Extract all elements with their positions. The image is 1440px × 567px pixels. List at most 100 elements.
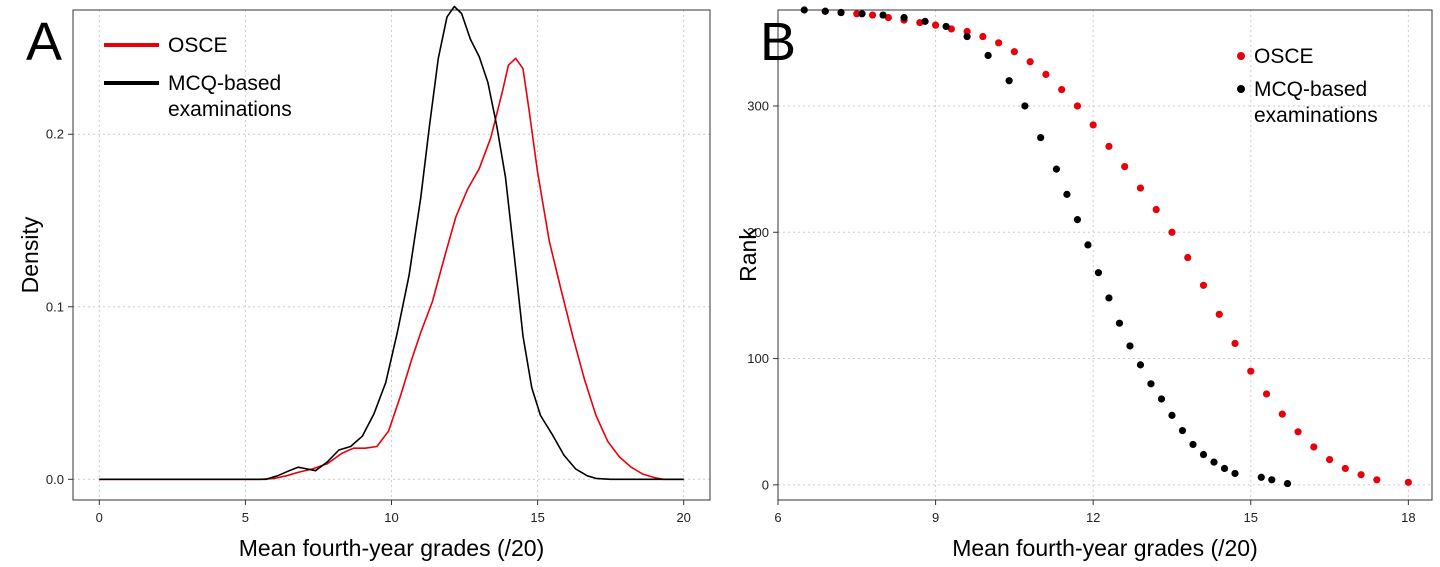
x-tick-label: 0 [96,510,103,525]
series-point-1 [1005,77,1013,85]
series-point-1 [837,8,845,17]
series-point-1 [1115,319,1124,327]
x-tick-label: 15 [1244,510,1258,525]
legend-label-line: examinations [168,98,292,121]
series-point-1 [1052,165,1061,173]
series-point-1 [1268,476,1276,484]
y-tick-label: 0.2 [46,127,64,142]
legend-label-line: MCQ-based [1254,78,1367,101]
series-point-0 [1404,478,1412,486]
y-tick-label: 200 [747,225,769,240]
series-point-0 [1026,58,1034,66]
series-point-1 [1021,102,1029,110]
series-point-0 [1262,390,1271,398]
series-point-0 [1294,428,1302,436]
legend-label-line: OSCE [1254,45,1314,68]
series-point-0 [1058,85,1066,94]
x-tick-label: 6 [774,510,781,525]
x-tick-label: 9 [932,510,939,525]
series-point-1 [1168,411,1176,419]
series-point-1 [1210,458,1218,466]
series-point-1 [1189,440,1197,449]
x-tick-label: 5 [242,510,249,525]
series-line-1 [99,5,684,481]
series-point-0 [853,10,861,18]
x-tick-label: 10 [384,510,398,525]
series-point-0 [1310,443,1318,451]
series-point-1 [1157,395,1166,403]
series-point-0 [1152,205,1160,214]
x-axis-title: Mean fourth-year grades (/20) [239,535,545,561]
panel-a: 0 5 10 15 20 0.0 0.1 0.2 Mean fourth-year grades… [17,5,711,561]
legend-label-line: examinations [1254,104,1378,127]
panel-letter: B [760,12,796,72]
series-point-0 [1010,48,1018,56]
series-point-1 [858,10,866,18]
series-point-1 [1199,450,1208,459]
legend-label-0: OSCE [168,34,228,57]
series-point-1 [1136,361,1145,369]
series-point-0 [963,27,971,36]
series-point-0 [1231,339,1239,348]
series-point-0 [1042,70,1050,79]
series-point-1 [1063,190,1071,198]
y-axis-title: Rank [735,228,761,282]
legend-swatch-1 [1237,85,1245,93]
series-point-0 [1121,162,1129,171]
series-point-1 [984,51,992,60]
x-tick-label: 15 [530,510,544,525]
x-tick-label: 18 [1401,510,1415,525]
legend-label-1: MCQ-based examinations [168,72,292,121]
series-point-0 [995,39,1003,47]
series-point-1 [900,13,908,22]
legend-label-line: MCQ-based [168,72,281,95]
series-point-0 [1073,102,1082,110]
legend-swatch-0 [1237,52,1245,60]
series-point-0 [1341,464,1349,473]
series-point-1 [1231,469,1239,478]
series-point-1 [1105,294,1113,302]
series-point-1 [942,22,950,31]
series-point-1 [1283,479,1292,488]
series-point-1 [963,32,971,41]
series-point-0 [931,21,940,29]
y-tick-label: 0 [762,477,769,492]
y-tick-label: 0.0 [46,472,64,487]
series-point-0 [1357,471,1365,479]
legend-label-1: MCQ-based examinations [1254,78,1378,127]
x-tick-label: 20 [676,510,690,525]
series-point-1 [879,11,887,19]
series-point-0 [1215,310,1223,318]
panel-letter: A [26,12,62,72]
series-point-0 [1278,410,1286,418]
plot-frame [777,9,1433,501]
series-point-0 [1325,455,1334,464]
series-point-1 [1073,216,1082,224]
series-point-0 [1184,253,1192,262]
y-tick-label: 300 [747,98,769,113]
series-point-1 [1220,464,1229,473]
series-point-1 [800,6,808,14]
y-tick-label: 0.1 [46,299,64,314]
series-point-1 [1084,241,1092,249]
series-point-0 [1136,184,1145,192]
y-tick-label: 100 [747,351,769,366]
series-point-1 [1094,269,1103,277]
x-tick-label: 12 [1086,510,1100,525]
series-point-0 [1105,142,1113,150]
series-point-1 [1257,473,1265,481]
panel-b: 6 9 12 15 18 0 100 200 300 Mean fourth-year grade… [735,6,1433,561]
legend-label-line: OSCE [168,34,228,57]
series-point-1 [921,17,929,25]
series-line-0 [99,57,684,481]
series-point-0 [1168,228,1176,236]
series-point-0 [1089,121,1097,129]
series-point-0 [979,32,987,41]
series-point-0 [1247,367,1255,375]
series-point-1 [821,7,829,15]
series-point-1 [1178,426,1187,435]
y-axis-title: Density [17,216,43,293]
series-point-1 [1126,342,1134,350]
legend-label-0: OSCE [1254,45,1314,68]
